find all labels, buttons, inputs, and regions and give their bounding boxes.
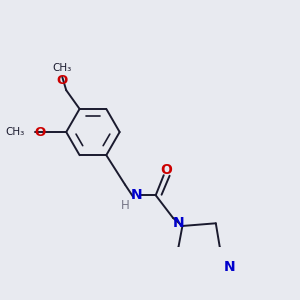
Text: CH₃: CH₃ xyxy=(52,62,72,73)
Text: N: N xyxy=(172,216,184,230)
Text: N: N xyxy=(223,260,235,274)
Text: O: O xyxy=(160,163,172,177)
Text: CH₃: CH₃ xyxy=(6,127,25,137)
Text: O: O xyxy=(35,125,46,139)
Text: N: N xyxy=(130,188,142,202)
Text: O: O xyxy=(57,74,68,87)
Text: H: H xyxy=(121,200,130,212)
